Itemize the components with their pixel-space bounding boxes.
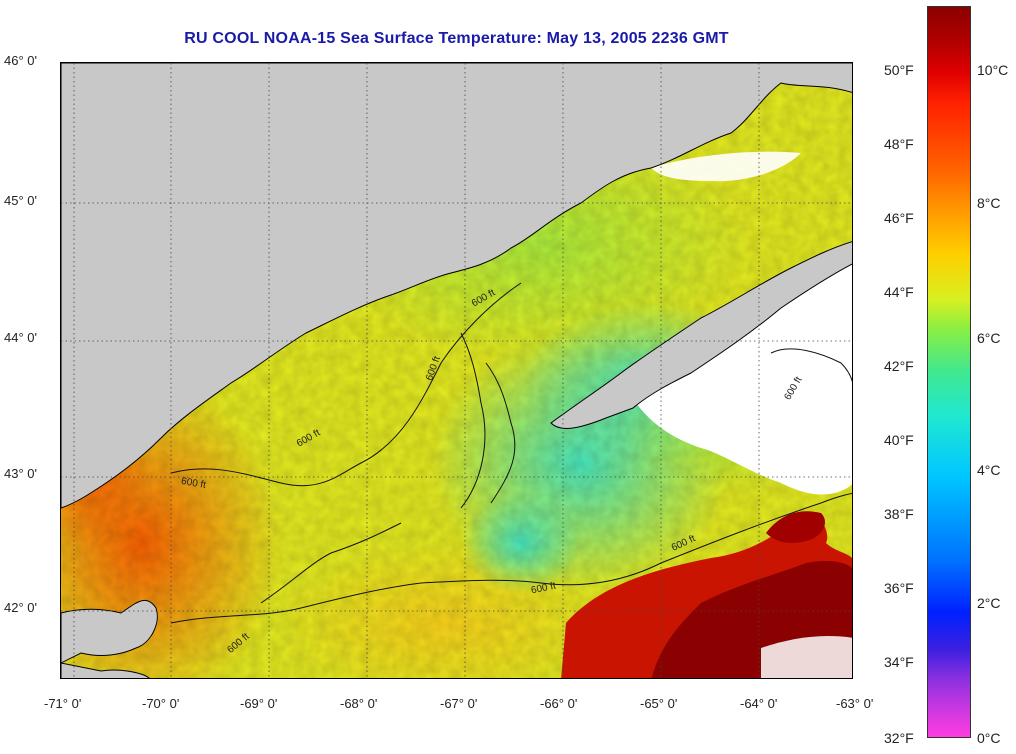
lat-tick-46: 46° 0' bbox=[4, 53, 37, 68]
colorbar bbox=[927, 6, 971, 738]
graticule bbox=[61, 63, 852, 678]
lat-tick-43: 43° 0' bbox=[4, 466, 37, 481]
lon-tick-67: -67° 0' bbox=[440, 696, 478, 711]
colorbar-c-tick: 4°C bbox=[977, 462, 1001, 478]
lon-tick-63: -63° 0' bbox=[836, 696, 874, 711]
colorbar-f-tick: 44°F bbox=[884, 284, 914, 300]
colorbar-f-tick: 32°F bbox=[884, 730, 914, 746]
cloud-patch-bay bbox=[651, 151, 801, 182]
lat-tick-45: 45° 0' bbox=[4, 193, 37, 208]
land-nova-scotia bbox=[550, 241, 852, 429]
colorbar-f-tick: 48°F bbox=[884, 136, 914, 152]
warm-eddy-tip bbox=[766, 511, 826, 543]
colorbar-f-tick: 34°F bbox=[884, 654, 914, 670]
land-cape-cod bbox=[61, 599, 158, 664]
lon-tick-69: -69° 0' bbox=[240, 696, 278, 711]
sst-map-graphic bbox=[61, 63, 852, 678]
colorbar-c-tick: 0°C bbox=[977, 730, 1001, 746]
map-title: RU COOL NOAA-15 Sea Surface Temperature:… bbox=[184, 30, 729, 47]
lon-tick-70: -70° 0' bbox=[142, 696, 180, 711]
colorbar-f-tick: 46°F bbox=[884, 210, 914, 226]
colorbar-c-tick: 6°C bbox=[977, 330, 1001, 346]
cloud-patch-south bbox=[761, 636, 852, 678]
colorbar-f-tick: 38°F bbox=[884, 506, 914, 522]
lon-tick-66: -66° 0' bbox=[540, 696, 578, 711]
colorbar-c-tick: 8°C bbox=[977, 195, 1001, 211]
lat-tick-42: 42° 0' bbox=[4, 600, 37, 615]
land-islands bbox=[61, 662, 150, 678]
colorbar-c-tick: 2°C bbox=[977, 595, 1001, 611]
colorbar-f-tick: 50°F bbox=[884, 62, 914, 78]
lon-tick-64: -64° 0' bbox=[740, 696, 778, 711]
lon-tick-68: -68° 0' bbox=[340, 696, 378, 711]
bathymetry-contours bbox=[170, 282, 852, 624]
lat-tick-44: 44° 0' bbox=[4, 330, 37, 345]
land-maine bbox=[61, 63, 852, 509]
lon-tick-71: -71° 0' bbox=[44, 696, 82, 711]
cloud-cover bbox=[636, 263, 852, 495]
colorbar-f-tick: 42°F bbox=[884, 358, 914, 374]
lon-tick-65: -65° 0' bbox=[640, 696, 678, 711]
colorbar-f-tick: 40°F bbox=[884, 432, 914, 448]
colorbar-c-tick: 10°C bbox=[977, 62, 1009, 78]
colorbar-f-tick: 36°F bbox=[884, 580, 914, 596]
sst-map: 600 ft 600 ft 600 ft 600 ft 600 ft 600 f… bbox=[60, 62, 853, 679]
